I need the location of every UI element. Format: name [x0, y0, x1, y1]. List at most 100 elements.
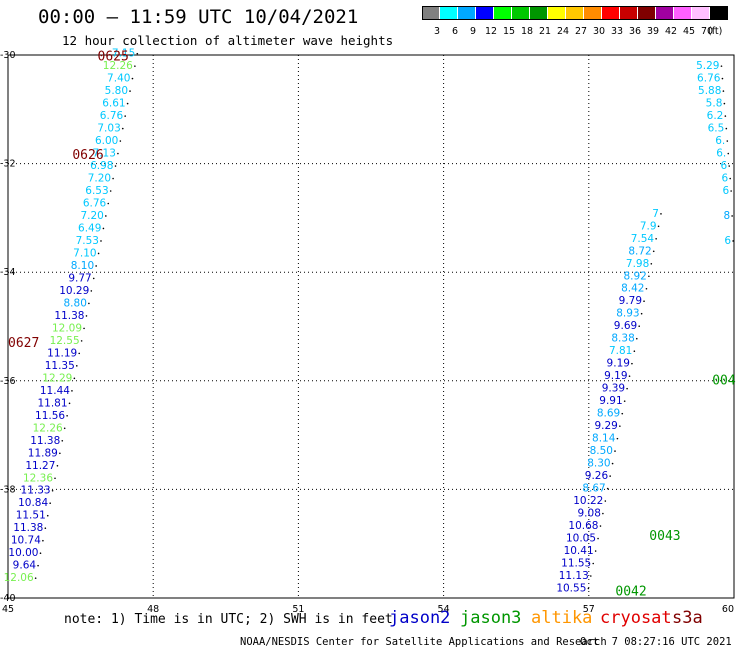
track-dot	[731, 215, 733, 217]
track-dot	[645, 287, 648, 290]
wave-height-value: 7.20	[88, 173, 111, 185]
track-dot	[39, 552, 42, 554]
wave-height-value: 8.38	[611, 333, 634, 345]
track-dot	[604, 500, 607, 502]
legend-swatch	[566, 6, 583, 20]
wave-height-value: 10.29	[59, 285, 89, 297]
wave-height-value: 6.98	[90, 160, 113, 172]
wave-height-value: 12.29	[42, 372, 72, 384]
map-frame	[7, 54, 735, 599]
lat-tick-label: -32	[0, 159, 16, 170]
track-dot	[61, 439, 64, 442]
track-dot	[102, 227, 105, 230]
wave-height-value: 10.68	[568, 520, 598, 532]
time-label: 004	[712, 373, 736, 388]
wave-height-value: 11.35	[45, 360, 75, 372]
track-dot	[46, 514, 49, 517]
wave-height-value: 11.13	[559, 570, 589, 582]
track-dot	[136, 52, 139, 55]
track-dot	[78, 352, 81, 355]
wave-height-value: 7.15	[112, 48, 135, 60]
wave-height-value: 7.98	[626, 258, 649, 270]
wave-height-value: 8.67	[582, 483, 605, 495]
wave-height-value: 7.81	[609, 345, 632, 357]
legend-label: 15	[502, 26, 516, 37]
track-dot	[635, 337, 638, 340]
wave-height-value: 9.69	[614, 320, 637, 332]
legend-unit: (ft)	[708, 26, 723, 37]
track-dot	[80, 340, 83, 342]
wave-height-value: 6.76	[697, 73, 721, 85]
track-dot	[721, 77, 724, 80]
page-subtitle: 12 hour collection of altimeter wave hei…	[62, 33, 394, 48]
wave-height-value: 6	[722, 173, 729, 185]
wave-height-value: 11.38	[13, 522, 43, 534]
wave-height-value: 11.55	[561, 558, 591, 570]
track-dot	[134, 65, 136, 67]
track-dot	[724, 115, 727, 117]
wave-height-value: 11.56	[35, 410, 65, 422]
wave-height-value: 11.89	[28, 447, 58, 459]
track-dot	[655, 237, 657, 240]
track-dot	[131, 77, 134, 80]
wave-height-value: 9.79	[619, 295, 642, 307]
legend-label: 70	[700, 26, 714, 37]
legend-swatch	[548, 6, 565, 20]
wave-height-value: 7.20	[80, 210, 103, 222]
track-dot	[638, 325, 640, 328]
wave-height-value: 6.76	[83, 197, 107, 209]
track-dot	[119, 140, 122, 142]
legend-swatch	[656, 6, 673, 20]
legend-swatch	[710, 6, 727, 20]
legend-swatch	[422, 6, 439, 20]
track-dot	[126, 102, 129, 105]
track-dot	[602, 512, 604, 515]
lat-tick-label: -38	[0, 484, 16, 495]
legend-swatch	[638, 6, 655, 20]
wave-height-value: 6.2	[707, 110, 724, 122]
track-dot	[594, 550, 597, 552]
track-dot	[650, 262, 653, 265]
wave-height-value: 6	[722, 185, 729, 197]
track-dot	[85, 315, 88, 317]
track-dot	[606, 487, 609, 490]
wave-height-value: 8.93	[616, 308, 639, 320]
legend-label: 42	[664, 26, 678, 37]
legend-label: 39	[646, 26, 660, 37]
lat-tick-label: -40	[0, 593, 16, 604]
time-label: 0626	[72, 148, 103, 163]
lon-tick-label: 48	[147, 604, 159, 615]
track-dot	[59, 452, 61, 455]
wave-height-value: 6.53	[85, 185, 108, 197]
wave-height-value: 12.26	[103, 60, 133, 72]
wave-height-value: 7.40	[107, 73, 130, 85]
track-dot	[652, 250, 655, 253]
track-dot	[725, 127, 728, 130]
lat-tick-label: -30	[0, 50, 16, 61]
wave-height-value: 12.36	[23, 472, 53, 484]
wave-height-value: 11.38	[30, 435, 60, 447]
wave-height-value: 11.27	[25, 460, 55, 472]
track-dot	[73, 377, 76, 380]
track-dot	[63, 427, 66, 430]
time-label: 0627	[8, 336, 39, 351]
track-dot	[590, 575, 592, 577]
wave-height-value: 11.38	[54, 310, 84, 322]
track-dot	[611, 462, 614, 465]
wave-height-value: 11.33	[21, 485, 51, 497]
track-dot	[623, 400, 626, 402]
wave-height-value: 6.76	[100, 110, 124, 122]
wave-height-value: 10.05	[566, 533, 596, 545]
wave-height-value: 5.88	[698, 85, 721, 97]
track-dot	[631, 362, 633, 365]
wave-height-value: 7.53	[76, 235, 99, 247]
track-dot	[90, 290, 93, 292]
wave-height-value: 8.69	[597, 408, 620, 420]
track-dot	[129, 90, 131, 92]
legend-swatch	[494, 6, 511, 20]
credit-text: NOAA/NESDIS Center for Satellite Applica…	[240, 636, 607, 648]
time-label: 0625	[98, 50, 129, 65]
track-dot	[75, 365, 78, 367]
track-dot	[92, 277, 95, 280]
